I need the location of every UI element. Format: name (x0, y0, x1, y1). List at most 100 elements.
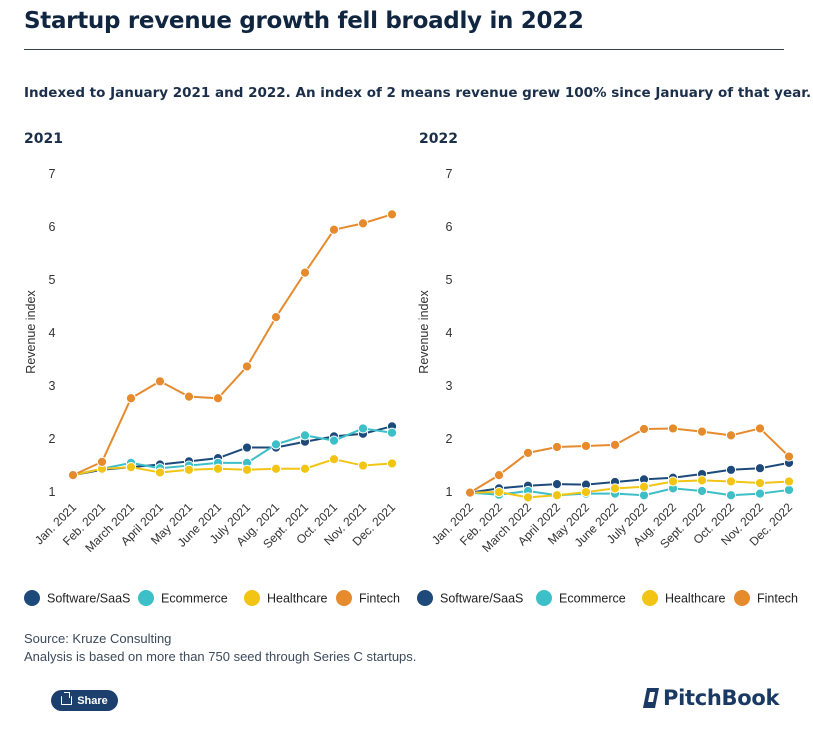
y-tick-label: 3 (49, 379, 56, 393)
y-tick-label: 2 (49, 432, 56, 446)
data-point[interactable] (667, 423, 679, 434)
data-point[interactable] (270, 312, 282, 323)
data-point[interactable] (696, 475, 708, 486)
source-block: Source: Kruze Consulting Analysis is bas… (24, 630, 416, 666)
source-text: Source: Kruze Consulting (24, 631, 172, 646)
data-point[interactable] (696, 426, 708, 437)
data-point[interactable] (357, 460, 369, 471)
y-tick-label: 3 (446, 379, 453, 393)
chart-title-2022: 2022 (419, 131, 458, 147)
data-point[interactable] (328, 435, 340, 446)
legend-label[interactable]: Ecommerce (559, 592, 626, 606)
data-point[interactable] (551, 441, 563, 453)
data-point[interactable] (212, 463, 224, 474)
data-point[interactable] (783, 476, 795, 487)
data-point[interactable] (638, 490, 650, 501)
data-point[interactable] (783, 451, 795, 462)
data-point[interactable] (696, 485, 708, 497)
data-point[interactable] (754, 488, 766, 499)
legend-marker (244, 590, 260, 606)
y-axis-label: Revenue index (417, 290, 431, 374)
data-point[interactable] (241, 361, 253, 372)
analysis-note: Analysis is based on more than 750 seed … (24, 649, 417, 664)
data-point[interactable] (551, 479, 563, 490)
data-point[interactable] (270, 439, 282, 450)
legend-label[interactable]: Ecommerce (161, 592, 228, 606)
data-point[interactable] (328, 224, 340, 235)
y-tick-label: 7 (446, 167, 453, 181)
data-point[interactable] (241, 464, 253, 475)
data-point[interactable] (154, 376, 166, 387)
data-point[interactable] (783, 484, 795, 496)
legend-marker (138, 590, 154, 606)
data-point[interactable] (754, 463, 766, 474)
legend-label[interactable]: Healthcare (665, 592, 725, 606)
y-tick-label: 1 (49, 485, 56, 499)
chart-title-2021: 2021 (24, 131, 63, 147)
data-point[interactable] (357, 423, 369, 434)
data-point[interactable] (493, 486, 505, 498)
data-point[interactable] (299, 463, 311, 474)
data-point[interactable] (183, 464, 195, 475)
data-point[interactable] (725, 430, 737, 441)
data-point[interactable] (580, 486, 592, 498)
data-point[interactable] (386, 209, 398, 220)
series-line-ecommerce (469, 487, 790, 497)
data-point[interactable] (183, 391, 195, 402)
data-point[interactable] (125, 462, 137, 473)
legend-label[interactable]: Software/SaaS (47, 592, 130, 606)
share-button[interactable]: Share (51, 690, 118, 711)
data-point[interactable] (725, 490, 737, 501)
legend-marker (336, 590, 352, 606)
data-point[interactable] (551, 490, 563, 501)
data-point[interactable] (299, 430, 311, 441)
data-point[interactable] (357, 218, 369, 229)
page-title: Startup revenue growth fell broadly in 2… (24, 8, 584, 34)
legend-marker (642, 590, 658, 606)
data-point[interactable] (638, 481, 650, 492)
data-point[interactable] (386, 458, 398, 469)
data-point[interactable] (638, 423, 650, 435)
data-point[interactable] (299, 267, 311, 278)
data-point[interactable] (125, 393, 137, 404)
legend-marker (734, 590, 750, 606)
legend-marker (417, 590, 433, 606)
data-point[interactable] (754, 477, 766, 489)
data-point[interactable] (522, 447, 534, 458)
data-point[interactable] (464, 487, 476, 498)
pitchbook-logo-icon (643, 688, 659, 708)
data-point[interactable] (493, 470, 505, 481)
data-point[interactable] (522, 492, 534, 503)
page-subtitle: Indexed to January 2021 and 2022. An ind… (24, 85, 812, 101)
data-point[interactable] (609, 439, 621, 450)
legend-label[interactable]: Fintech (359, 592, 400, 606)
data-point[interactable] (667, 476, 679, 487)
data-point[interactable] (212, 393, 224, 404)
data-point[interactable] (328, 454, 340, 465)
data-point[interactable] (386, 427, 398, 438)
y-tick-label: 5 (49, 273, 56, 287)
legend-marker (536, 590, 552, 606)
legend-marker (24, 590, 40, 606)
data-point[interactable] (96, 456, 108, 467)
pitchbook-logo[interactable]: PitchBook (642, 686, 779, 710)
data-point[interactable] (154, 467, 166, 478)
data-point[interactable] (609, 483, 621, 494)
data-point[interactable] (725, 476, 737, 487)
legend-label[interactable]: Software/SaaS (440, 592, 523, 606)
data-point[interactable] (580, 440, 592, 452)
data-point[interactable] (725, 464, 737, 475)
legend-label[interactable]: Healthcare (267, 592, 327, 606)
y-tick-label: 1 (446, 485, 453, 499)
share-label: Share (77, 694, 108, 707)
data-point[interactable] (270, 463, 282, 474)
y-tick-label: 6 (446, 220, 453, 234)
data-point[interactable] (754, 423, 766, 434)
data-point[interactable] (241, 442, 253, 453)
y-tick-label: 7 (49, 167, 56, 181)
data-point[interactable] (67, 470, 79, 481)
share-icon (61, 696, 73, 705)
legend-label[interactable]: Fintech (757, 592, 798, 606)
